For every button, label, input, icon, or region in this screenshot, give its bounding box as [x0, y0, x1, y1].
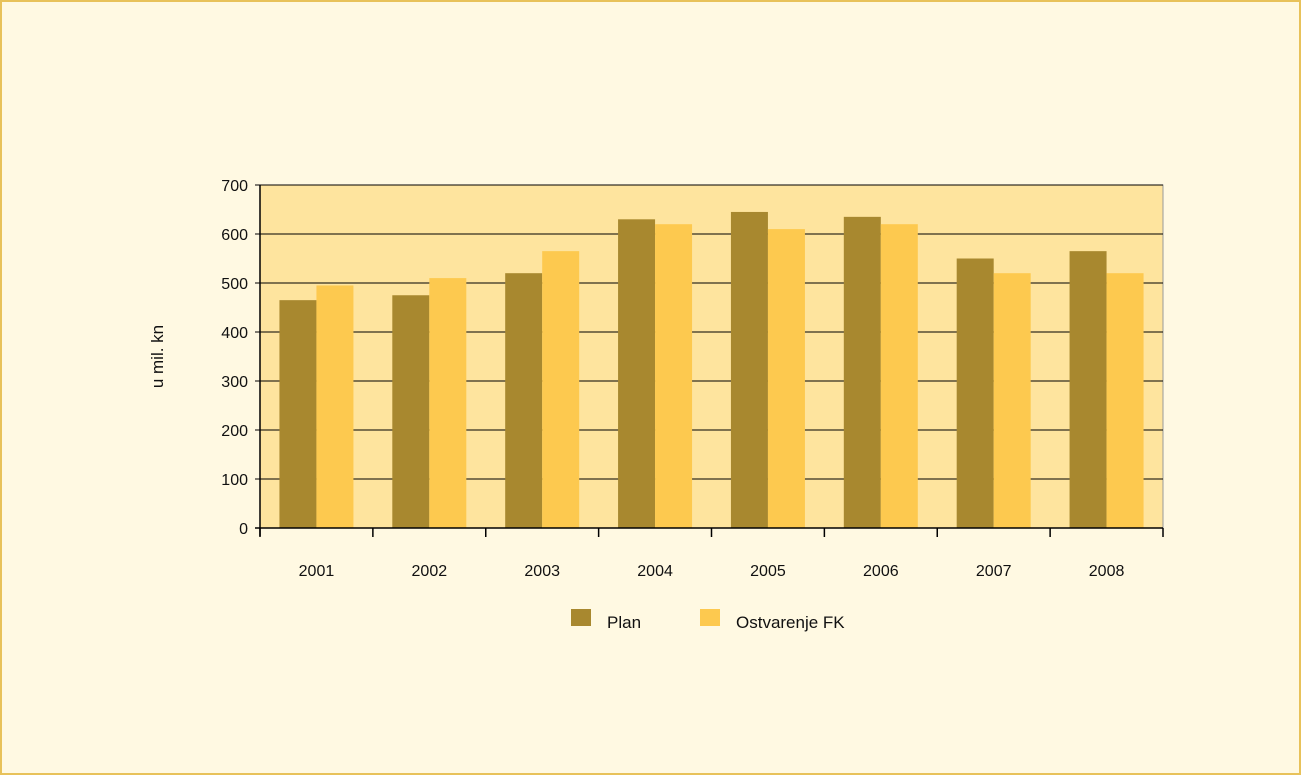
bar-plan-2004 — [618, 219, 656, 529]
y-tick-label: 600 — [221, 227, 248, 244]
bar-ostvarenje-fk-2004 — [655, 224, 693, 528]
bar-plan-2005 — [730, 211, 768, 528]
x-tick-label-2005: 2005 — [750, 563, 786, 580]
y-tick-label: 400 — [221, 325, 248, 342]
y-tick-label: 300 — [221, 374, 248, 391]
bar-ostvarenje-fk-2007 — [993, 273, 1031, 528]
bar-plan-2006 — [843, 216, 881, 528]
y-tick-label: 100 — [221, 472, 248, 489]
bar-ostvarenje-fk-2006 — [880, 224, 918, 528]
y-tick-label: 500 — [221, 276, 248, 293]
x-tick-label-2001: 2001 — [299, 563, 335, 580]
y-tick-label: 0 — [239, 521, 248, 538]
y-tick-label: 700 — [221, 178, 248, 195]
x-tick-label-2002: 2002 — [412, 563, 448, 580]
bar-ostvarenje-fk-2003 — [542, 251, 580, 528]
bars — [279, 211, 1144, 529]
bar-plan-2008 — [1069, 251, 1107, 528]
y-tick-labels: 0 100 200 300 400 500 600 700 — [221, 178, 248, 538]
bar-plan-2003 — [505, 273, 543, 528]
bar-plan-2001 — [279, 300, 317, 528]
x-tick-label-2006: 2006 — [863, 563, 899, 580]
bar-ostvarenje-fk-2005 — [767, 229, 805, 528]
legend-label-1: Ostvarenje FK — [736, 613, 845, 632]
x-tick-label-2008: 2008 — [1089, 563, 1125, 580]
y-axis-title: u mil. kn — [148, 325, 167, 388]
x-tick-label-2007: 2007 — [976, 563, 1012, 580]
y-tick-label: 200 — [221, 423, 248, 440]
x-tick-labels: 2001 2002 2003 2004 2005 2006 2007 2008 — [299, 563, 1125, 580]
bar-ostvarenje-fk-2008 — [1106, 273, 1144, 528]
x-tick-label-2003: 2003 — [524, 563, 560, 580]
bar-plan-2007 — [956, 258, 994, 528]
x-tick-label-2004: 2004 — [637, 563, 673, 580]
bar-plan-2002 — [392, 295, 430, 528]
bar-ostvarenje-fk-2001 — [316, 285, 354, 528]
bar-ostvarenje-fk-2002 — [429, 278, 467, 528]
legend: Plan Ostvarenje FK — [571, 609, 845, 632]
legend-label-0: Plan — [607, 613, 641, 632]
axes — [255, 185, 1164, 537]
legend-swatch-0 — [571, 609, 591, 626]
legend-swatch-1 — [700, 609, 720, 626]
